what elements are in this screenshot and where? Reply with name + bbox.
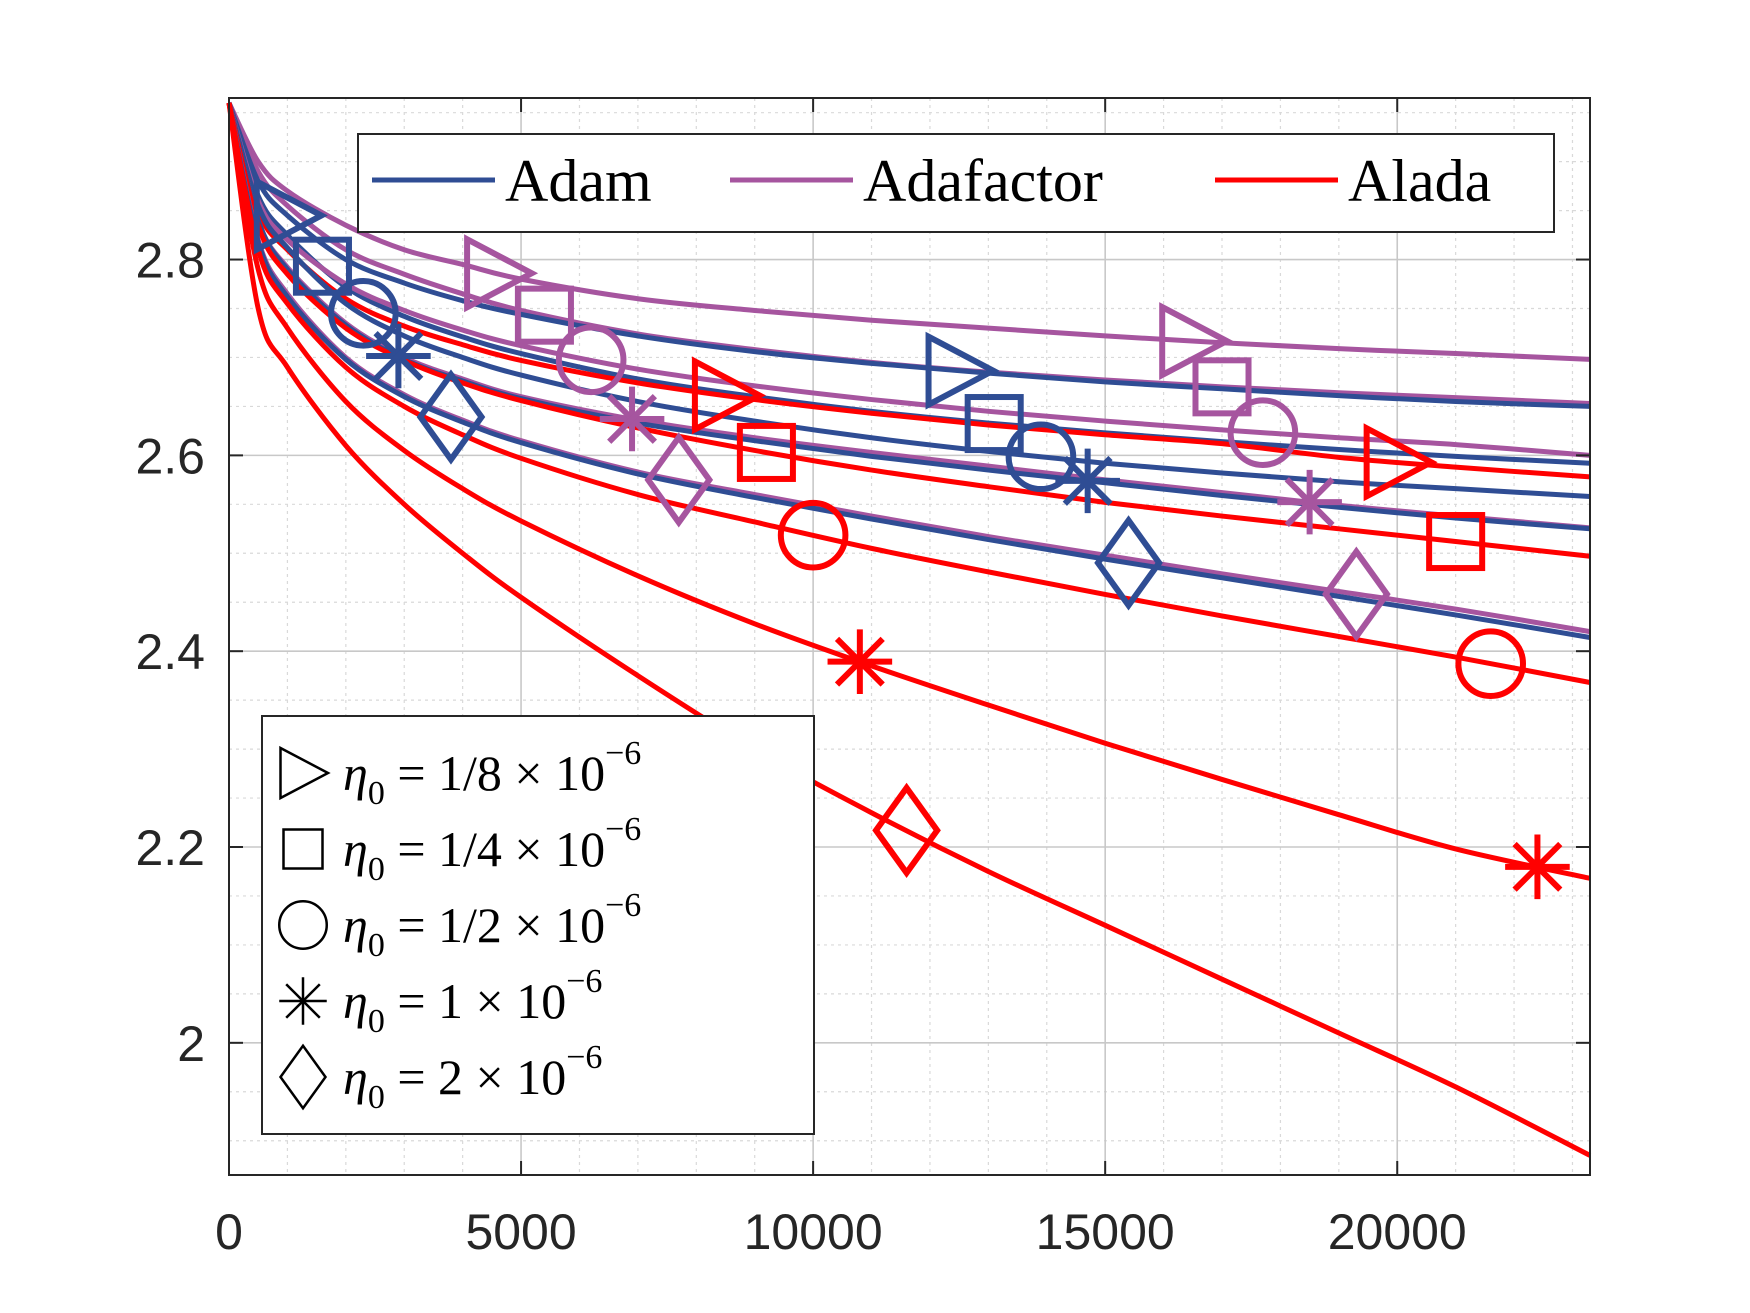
marker-asterisk (599, 386, 665, 452)
marker-circle (1455, 628, 1526, 700)
marker-diamond (416, 369, 486, 465)
legend-exp-2: −6 (605, 887, 641, 924)
legend-markers: η0 = 1/8 × 10−6 η0 = 1/4 × 10−6 η0 = 1/2… (261, 715, 815, 1135)
x-tick-label: 10000 (744, 1204, 883, 1260)
y-tick-labels: 2 2.2 2.4 2.6 2.8 (135, 233, 205, 1072)
legend-label-alada: Alada (1348, 148, 1491, 214)
plot-border (228, 97, 1591, 1176)
marker-circle (278, 900, 328, 950)
legend-marker-label-4: η0 = 2 × 10−6 (343, 1039, 602, 1116)
marker-circle (777, 499, 849, 571)
marker-triangle-right (464, 234, 539, 313)
series-line-alada-1 (226, 102, 1591, 881)
asterisk-stroke (1284, 477, 1335, 528)
legend-marker-label-0: η0 = 1/8 × 10−6 (343, 735, 641, 812)
marker-triangle-right (253, 176, 328, 255)
y-tick-label: 2.2 (135, 820, 205, 876)
marker-triangle-right (925, 331, 1000, 410)
x-tick-label: 5000 (465, 1204, 576, 1260)
asterisk-stroke (1062, 455, 1113, 506)
marker-triangle-right (279, 745, 331, 801)
legend-exp-1: −6 (605, 811, 641, 848)
marker-asterisk (1055, 448, 1120, 514)
series-markers (253, 176, 1570, 900)
legend-label-adam: Adam (505, 148, 652, 214)
legend-methods-box (357, 133, 1555, 233)
marker-circle (1005, 421, 1077, 493)
axis-ticks (228, 98, 1590, 1175)
legend-marker-label-3: η0 = 1 × 10−6 (343, 963, 602, 1040)
asterisk-stroke (1512, 841, 1563, 892)
legend-marker-icons (278, 745, 331, 1111)
legend-frac-4: 2 (438, 1049, 463, 1105)
marker-triangle-right (691, 356, 766, 435)
series-line-alada-1-2 (226, 102, 1591, 685)
marker-diamond (278, 1043, 328, 1111)
marker-diamond (872, 782, 941, 878)
legend-markers-box (261, 715, 815, 1135)
y-tick-label: 2 (177, 1016, 205, 1072)
legend-marker-label-1: η0 = 1/4 × 10−6 (343, 811, 641, 888)
series-line-adafactor-1-2 (226, 102, 1591, 458)
legend-methods: Adam Adafactor Alada (357, 133, 1555, 233)
x-tick-labels: 0 5000 10000 15000 20000 (215, 1204, 1467, 1260)
marker-square (736, 422, 796, 482)
legend-frac-1: 1/4 (438, 821, 502, 877)
marker-square (282, 828, 324, 870)
asterisk-stroke (607, 393, 658, 444)
marker-circle (555, 324, 627, 396)
asterisk-stroke (373, 331, 424, 381)
marker-diamond (1094, 515, 1163, 611)
legend-frac-2: 1/2 (438, 897, 502, 953)
series-line-adafactor-1-8 (226, 101, 1591, 362)
x-tick-label: 0 (215, 1204, 243, 1260)
marker-square (514, 285, 574, 345)
legend-exp-0: −6 (605, 735, 641, 772)
legend-exp-4: −6 (566, 1039, 602, 1076)
y-tick-label: 2.4 (135, 624, 205, 680)
legend-frac-0: 1/8 (438, 745, 502, 801)
marker-asterisk (1505, 834, 1570, 900)
legend-frac-3: 1 (438, 973, 463, 1029)
marker-diamond (644, 432, 714, 528)
y-tick-label: 2.8 (135, 233, 205, 289)
marker-square (1192, 357, 1252, 417)
marker-square (292, 236, 352, 296)
marker-square (1426, 512, 1486, 572)
marker-circle (1227, 397, 1299, 468)
marker-circle (328, 278, 399, 349)
x-tick-label: 20000 (1328, 1204, 1467, 1260)
marker-asterisk (279, 977, 327, 1025)
marker-square (964, 394, 1024, 454)
marker-asterisk (366, 323, 431, 389)
asterisk-stroke (285, 983, 321, 1019)
marker-triangle-right (1363, 423, 1438, 502)
x-tick-label: 15000 (1036, 1204, 1175, 1260)
legend-exp-3: −6 (566, 963, 602, 1000)
legend-label-adafactor: Adafactor (863, 148, 1103, 214)
marker-asterisk (827, 629, 893, 694)
asterisk-stroke (834, 636, 885, 687)
legend-marker-label-2: η0 = 1/2 × 10−6 (343, 887, 641, 964)
marker-asterisk (1277, 469, 1342, 535)
marker-diamond (1322, 546, 1391, 642)
series-line-adam-2 (226, 102, 1591, 640)
series-line-adam-1-8 (226, 102, 1591, 409)
y-tick-label: 2.6 (135, 428, 205, 484)
